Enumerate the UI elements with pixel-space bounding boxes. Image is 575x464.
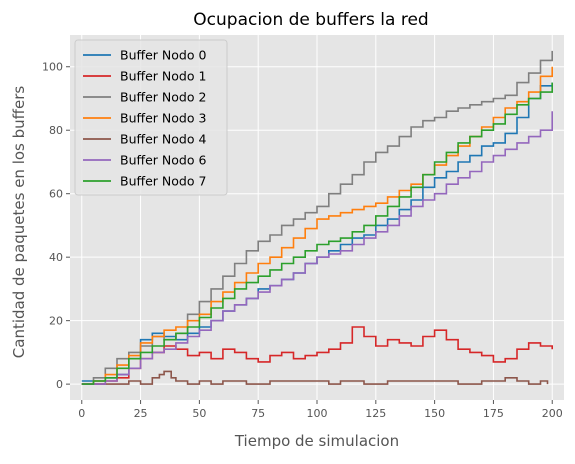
y-tick-label: 100 — [42, 61, 63, 74]
y-tick-label: 60 — [49, 188, 63, 201]
x-tick-label: 150 — [424, 407, 445, 420]
legend-label: Buffer Nodo 7 — [120, 174, 206, 189]
x-axis-label: Tiempo de simulacion — [234, 432, 399, 450]
y-axis-label: Cantidad de paquetes en los buffers — [10, 86, 28, 359]
x-tick-label: 125 — [365, 407, 386, 420]
x-tick-label: 0 — [78, 407, 85, 420]
x-tick-label: 75 — [251, 407, 265, 420]
x-tick-label: 50 — [192, 407, 206, 420]
x-tick-label: 200 — [542, 407, 563, 420]
legend-label: Buffer Nodo 3 — [120, 111, 206, 126]
x-tick-label: 100 — [307, 407, 328, 420]
series-line — [81, 326, 553, 385]
y-tick-label: 20 — [49, 315, 63, 328]
y-tick-label: 80 — [49, 124, 63, 137]
y-tick-label: 40 — [49, 251, 63, 264]
x-tick-label: 175 — [483, 407, 504, 420]
legend-label: Buffer Nodo 0 — [120, 48, 206, 63]
legend-label: Buffer Nodo 6 — [120, 153, 206, 168]
series-line — [81, 82, 553, 385]
legend: Buffer Nodo 0 Buffer Nodo 1 Buffer Nodo 2 B… — [74, 39, 228, 196]
legend-label: Buffer Nodo 2 — [120, 90, 206, 105]
x-tick-label: 25 — [134, 407, 148, 420]
series-line — [81, 111, 553, 385]
legend-box — [74, 39, 228, 196]
chart-title: Ocupacion de buffers la red — [193, 10, 428, 30]
y-tick-label: 0 — [56, 378, 63, 391]
series-line — [81, 370, 549, 385]
legend-label: Buffer Nodo 1 — [120, 69, 206, 84]
series-line — [81, 50, 553, 385]
legend-label: Buffer Nodo 4 — [120, 132, 206, 147]
